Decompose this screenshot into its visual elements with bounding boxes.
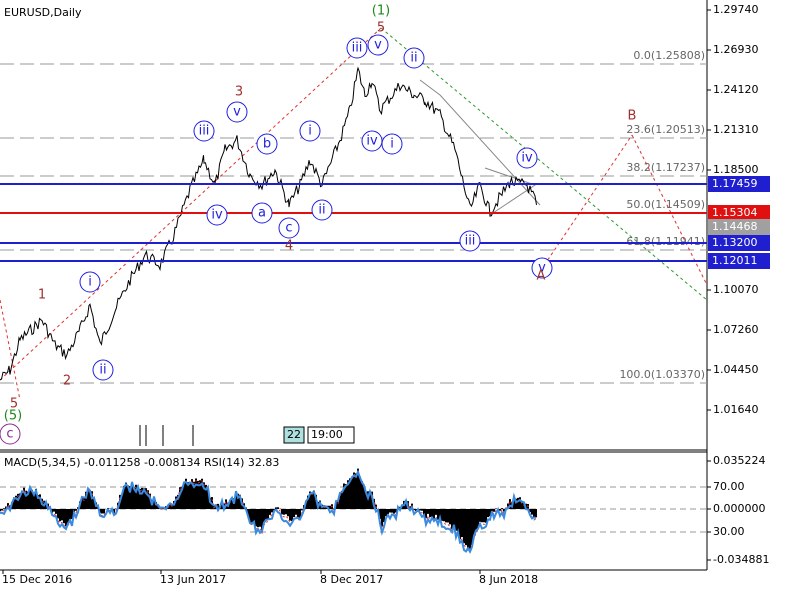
wave-circle	[311, 199, 333, 221]
wave-label: iv	[366, 134, 378, 149]
wave-circle	[193, 120, 215, 142]
price-label: 1.01640	[713, 403, 759, 416]
trend-line	[0, 299, 21, 401]
price-line	[0, 66, 537, 381]
trend-line	[380, 27, 708, 301]
fib-label: 0.0(1.25808)	[633, 49, 705, 62]
indicator-label: 70.00	[713, 480, 745, 493]
level-box	[708, 205, 770, 221]
wave-label: iii	[199, 124, 210, 139]
level-label: 1.12011	[712, 254, 758, 267]
price-label: 1.04450	[713, 363, 759, 376]
wave-label: 4	[285, 239, 293, 254]
wave-circle	[256, 133, 278, 155]
time-label: 13 Jun 2017	[160, 573, 226, 586]
wave-label: iv	[211, 208, 223, 223]
level-label: 1.13200	[712, 236, 758, 249]
wave-circle	[381, 133, 403, 155]
price-label: 1.26930	[713, 43, 759, 56]
wave-circle	[92, 359, 114, 381]
price-label: 1.29740	[713, 3, 759, 16]
indicator-caption: MACD(5,34,5) -0.011258 -0.008134 RSI(14)…	[4, 456, 279, 469]
wave-circle	[346, 37, 368, 59]
wave-label: (1)	[372, 4, 390, 19]
indicator-label: 30.00	[713, 525, 745, 538]
time-label: 15 Dec 2016	[2, 573, 72, 586]
level-label: 1.17459	[712, 177, 758, 190]
wave-circle	[516, 147, 538, 169]
wave-circle	[531, 257, 553, 279]
wave-label: iii	[352, 41, 363, 56]
indicator-label: 0.000000	[713, 502, 766, 515]
wave-circle	[367, 34, 389, 56]
wave-label: i	[88, 275, 92, 290]
toolbar-box	[307, 426, 355, 444]
wave-circle	[299, 120, 321, 142]
wave-circle	[251, 202, 273, 224]
wave-label: 3	[235, 85, 243, 100]
price-label: 1.07260	[713, 323, 759, 336]
toolbar-box	[283, 426, 305, 444]
level-box	[708, 235, 770, 251]
wave-label: i	[308, 124, 312, 139]
level-label: 1.15304	[712, 206, 758, 219]
channel-line	[419, 79, 541, 206]
wave-label: 2	[63, 374, 71, 389]
fib-label: 50.0(1.14509)	[626, 198, 705, 211]
wave-label: c	[285, 221, 292, 236]
fib-label: 100.0(1.03370)	[619, 368, 705, 381]
level-box	[708, 253, 770, 269]
wave-label: b	[263, 137, 271, 152]
time-label: 8 Jun 2018	[479, 573, 538, 586]
price-label: 1.18500	[713, 163, 759, 176]
wave-circle	[0, 423, 21, 445]
wave-label: 1	[38, 288, 46, 303]
wave-circle	[403, 47, 425, 69]
wave-circle	[459, 230, 481, 252]
wave-label: v	[538, 261, 546, 276]
indicator-label: -0.034881	[713, 553, 769, 566]
wave-label: A	[537, 269, 546, 284]
wave-label: ii	[410, 51, 417, 66]
price-label: 1.24120	[713, 83, 759, 96]
fib-label: 61.8(1.11941)	[626, 235, 705, 248]
wave-circle	[226, 101, 248, 123]
indicator-label: 0.035224	[713, 454, 766, 467]
wave-label: ii	[99, 363, 106, 378]
chart-title: EURUSD,Daily	[4, 6, 82, 19]
price-label: 1.10070	[713, 283, 759, 296]
wave-circle	[278, 217, 300, 239]
wave-label: 5	[377, 21, 385, 36]
wave-label: v	[374, 38, 382, 53]
wave-label: B	[628, 109, 637, 124]
wave-label: i	[390, 137, 394, 152]
wave-circle	[79, 271, 101, 293]
fib-label: 23.6(1.20513)	[626, 123, 705, 136]
trend-line	[0, 27, 382, 381]
wave-circle	[206, 204, 228, 226]
fib-label: 38.2(1.17237)	[626, 161, 705, 174]
wave-label: c	[6, 427, 13, 442]
level-box	[708, 176, 770, 192]
toolbar-text: 22	[287, 428, 301, 441]
price-label: 1.21310	[713, 123, 759, 136]
time-label: 8 Dec 2017	[320, 573, 383, 586]
level-label: 1.14468	[712, 220, 758, 233]
wave-label: 5	[10, 397, 18, 412]
wave-label: iv	[521, 151, 533, 166]
wave-label: v	[233, 105, 241, 120]
wave-label: iii	[465, 234, 476, 249]
rsi-line	[0, 469, 537, 554]
toolbar-text: 19:00	[311, 428, 343, 441]
level-box	[708, 219, 770, 235]
wave-label: (5)	[4, 409, 22, 424]
wave-label: ii	[318, 203, 325, 218]
wave-label: a	[258, 206, 266, 221]
